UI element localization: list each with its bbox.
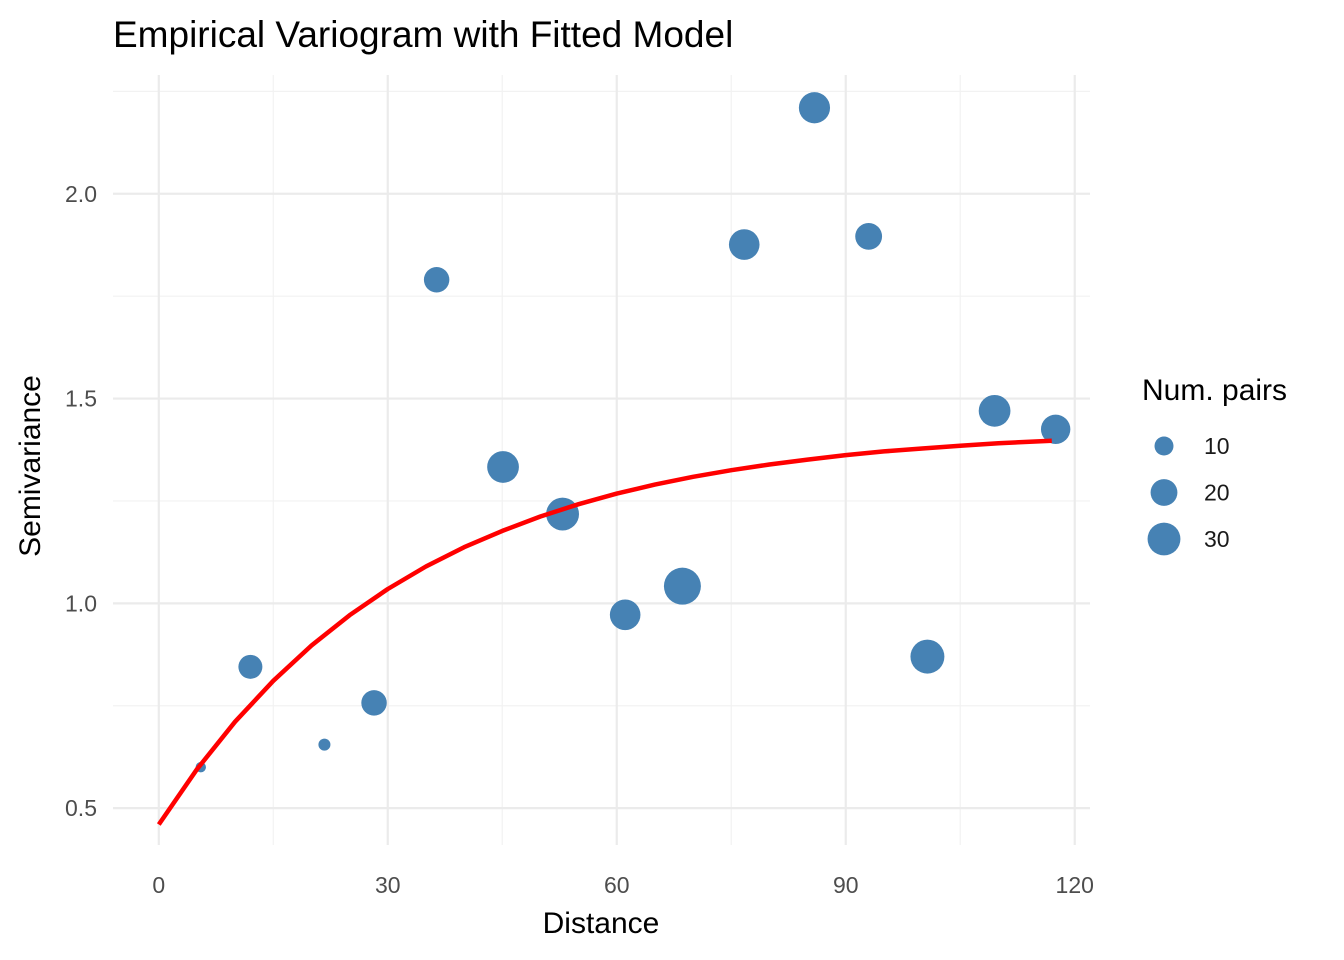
- x-tick-label: 120: [1056, 872, 1094, 898]
- y-tick-label: 0.5: [65, 795, 97, 821]
- data-point: [978, 394, 1011, 427]
- legend-entries: 10 20 30: [1147, 433, 1230, 556]
- data-point: [798, 92, 831, 124]
- data-point: [423, 267, 450, 293]
- data-point: [663, 567, 701, 605]
- legend-label: 30: [1204, 526, 1230, 552]
- chart-title: Empirical Variogram with Fitted Model: [113, 14, 733, 55]
- data-point: [609, 599, 641, 631]
- data-point: [318, 738, 331, 751]
- data-points: [195, 92, 1071, 773]
- y-tick-label: 1.0: [65, 590, 97, 616]
- data-point: [361, 690, 387, 716]
- y-tick-label: 1.5: [65, 386, 97, 412]
- size-legend: Num. pairs 10 20 30: [1142, 374, 1287, 556]
- x-axis-tick-labels: 0 30 60 90 120: [152, 872, 1094, 898]
- legend-key: [1154, 436, 1174, 456]
- x-axis-title: Distance: [543, 907, 660, 940]
- legend-key: [1147, 522, 1181, 556]
- data-point: [910, 639, 945, 674]
- major-gridlines: [113, 75, 1090, 845]
- x-tick-label: 0: [152, 872, 165, 898]
- minor-gridlines: [113, 75, 1090, 845]
- legend-title: Num. pairs: [1142, 374, 1287, 407]
- x-tick-label: 90: [833, 872, 859, 898]
- x-tick-label: 60: [604, 872, 630, 898]
- legend-key: [1150, 479, 1178, 506]
- y-axis-tick-labels: 0.5 1.0 1.5 2.0: [65, 181, 97, 821]
- plot-panel: [113, 75, 1090, 845]
- legend-label: 10: [1204, 433, 1230, 459]
- data-point: [855, 222, 883, 250]
- fitted-model-line: [156, 438, 1052, 826]
- data-point: [728, 229, 760, 260]
- data-point: [1040, 414, 1071, 444]
- x-tick-label: 30: [375, 872, 401, 898]
- legend-label: 20: [1204, 480, 1230, 506]
- data-point: [238, 654, 263, 679]
- data-point: [487, 451, 519, 483]
- y-tick-label: 2.0: [65, 181, 97, 207]
- y-axis-title: Semivariance: [14, 375, 47, 557]
